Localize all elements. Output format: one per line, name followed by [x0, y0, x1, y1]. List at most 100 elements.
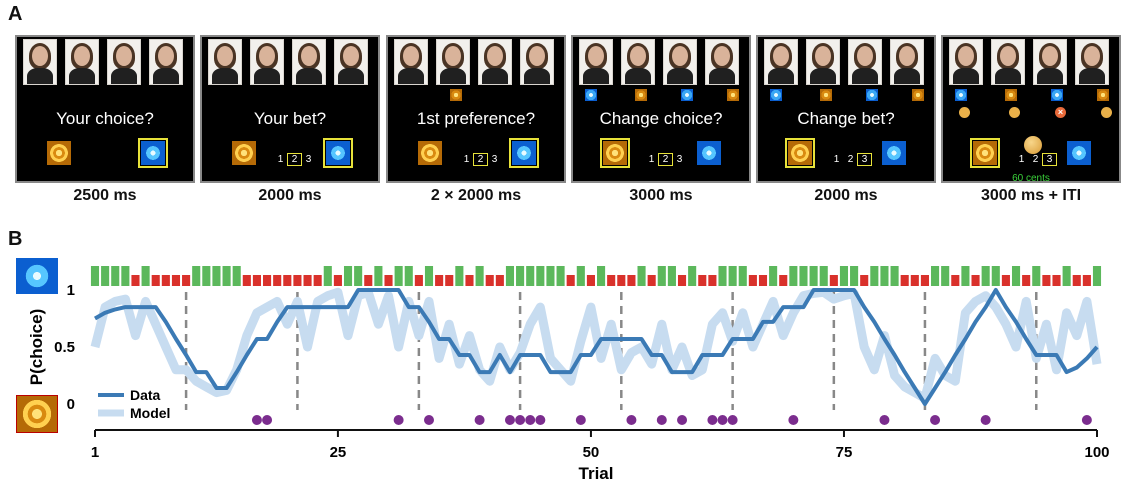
advisor-faces: [204, 39, 376, 87]
screen-duration-caption: 2 × 2000 ms: [430, 187, 522, 204]
lost-coin-icon: ×: [1055, 107, 1066, 118]
x-tick-label: 75: [836, 444, 853, 461]
spiral-recommendation-icon: [727, 89, 739, 101]
win-outcome-bar: [505, 266, 515, 286]
loss-outcome-bar: [445, 275, 454, 286]
loss-outcome-bar: [1072, 275, 1081, 286]
bet-option-2: 2: [1032, 154, 1039, 165]
loss-outcome-bar: [313, 275, 322, 286]
panel-b-letter: B: [8, 228, 23, 250]
loss-outcome-bar: [779, 275, 788, 286]
loss-outcome-bar: [829, 275, 838, 286]
loss-outcome-bar: [566, 275, 575, 286]
advisor-face-1: [949, 39, 983, 85]
loss-outcome-bar: [1042, 275, 1051, 286]
screen-prompt: Change choice?: [599, 109, 723, 128]
coin-icon: [1101, 107, 1112, 118]
switch-marker: [575, 415, 586, 425]
spiral-option-icon: [16, 395, 58, 433]
switch-marker: [727, 415, 738, 425]
win-outcome-bar: [637, 266, 646, 286]
win-outcome-bar: [941, 266, 950, 286]
screen-prompt: 1st preference?: [416, 109, 536, 128]
frost-option-tile: [323, 138, 353, 168]
win-outcome-bar: [667, 266, 676, 286]
advisor-face-4: [520, 39, 554, 85]
spiral-recommendation-icon: [1005, 89, 1017, 101]
win-outcome-bar: [799, 266, 808, 286]
win-outcome-bar: [1032, 266, 1041, 286]
loss-outcome-bar: [860, 275, 869, 286]
advisor-face-3: [107, 39, 141, 85]
spiral-option-tile: [600, 138, 630, 168]
spiral-option-tile: [970, 138, 1000, 168]
loss-outcome-bar: [698, 275, 707, 286]
y-tick-label: 0: [67, 396, 75, 413]
advisor-faces: [19, 39, 191, 87]
bet-option-1: 1: [833, 154, 840, 165]
win-outcome-bar: [323, 266, 332, 286]
loss-outcome-bar: [900, 275, 909, 286]
win-outcome-bar: [404, 266, 413, 286]
win-outcome-bar: [789, 266, 798, 286]
advisor-face-4: [149, 39, 183, 85]
win-outcome-bar: [202, 266, 211, 286]
switch-marker: [474, 415, 485, 425]
frost-recommendation-icon: [1051, 89, 1063, 101]
win-outcome-bar: [101, 266, 110, 286]
switch-marker: [525, 415, 536, 425]
advisor-face-4: [1075, 39, 1109, 85]
x-tick-label: 1: [91, 444, 99, 461]
reward-coin-icon: [1024, 136, 1042, 154]
win-outcome-bar: [728, 266, 737, 286]
bet-option-2: 2: [287, 153, 302, 166]
loss-outcome-bar: [920, 275, 929, 286]
win-outcome-bar: [354, 266, 363, 286]
bet-option-3: 3: [676, 154, 683, 165]
advisor-faces: [945, 39, 1117, 87]
win-outcome-bar: [546, 266, 555, 286]
bet-option-3: 3: [491, 154, 498, 165]
advisor-face-2: [621, 39, 655, 85]
screen-duration-caption: 2000 ms: [814, 187, 878, 204]
win-outcome-bar: [769, 266, 778, 286]
win-outcome-bar: [1011, 266, 1021, 286]
win-outcome-bar: [961, 266, 970, 286]
y-axis-label: P(choice): [27, 309, 46, 386]
loss-outcome-bar: [384, 275, 393, 286]
advisor-face-2: [250, 39, 284, 85]
advisor-face-2: [991, 39, 1025, 85]
win-outcome-bar: [991, 266, 1000, 286]
advisor-face-2: [65, 39, 99, 85]
axes: 1 25 50 75 100 Trial 0 0.5 1 P(choice): [27, 282, 1110, 483]
loss-outcome-bar: [283, 275, 292, 286]
advisor-face-3: [848, 39, 882, 85]
x-tick-label: 25: [330, 444, 347, 461]
x-tick-label: 100: [1084, 444, 1109, 461]
spiral-recommendation-icon: [912, 89, 924, 101]
bet-option-1: 1: [277, 154, 284, 165]
switch-marker: [788, 415, 799, 425]
bet-option-2: 2: [847, 154, 854, 165]
bet-option-3: 3: [1042, 153, 1057, 166]
task-screen-4: Change choice? 1 2 3: [571, 35, 751, 183]
screen-prompt: Change bet?: [797, 109, 895, 128]
loss-outcome-bar: [414, 275, 423, 286]
switch-marker: [393, 415, 404, 425]
win-outcome-bar: [232, 266, 241, 286]
bet-option-1: 1: [1018, 154, 1025, 165]
screen-duration-caption: 3000 ms: [629, 187, 693, 204]
loss-outcome-bar: [951, 275, 960, 286]
loss-outcome-bar: [708, 275, 717, 286]
switch-marker: [515, 415, 526, 425]
outcome-bars: [90, 266, 1102, 286]
advisor-face-1: [394, 39, 428, 85]
loss-outcome-bar: [1022, 275, 1031, 286]
loss-outcome-bar: [627, 275, 636, 286]
loss-outcome-bar: [1001, 275, 1010, 286]
frost-recommendation-icon: [681, 89, 693, 101]
switch-marker: [707, 415, 718, 425]
advisor-faces: [575, 39, 747, 87]
